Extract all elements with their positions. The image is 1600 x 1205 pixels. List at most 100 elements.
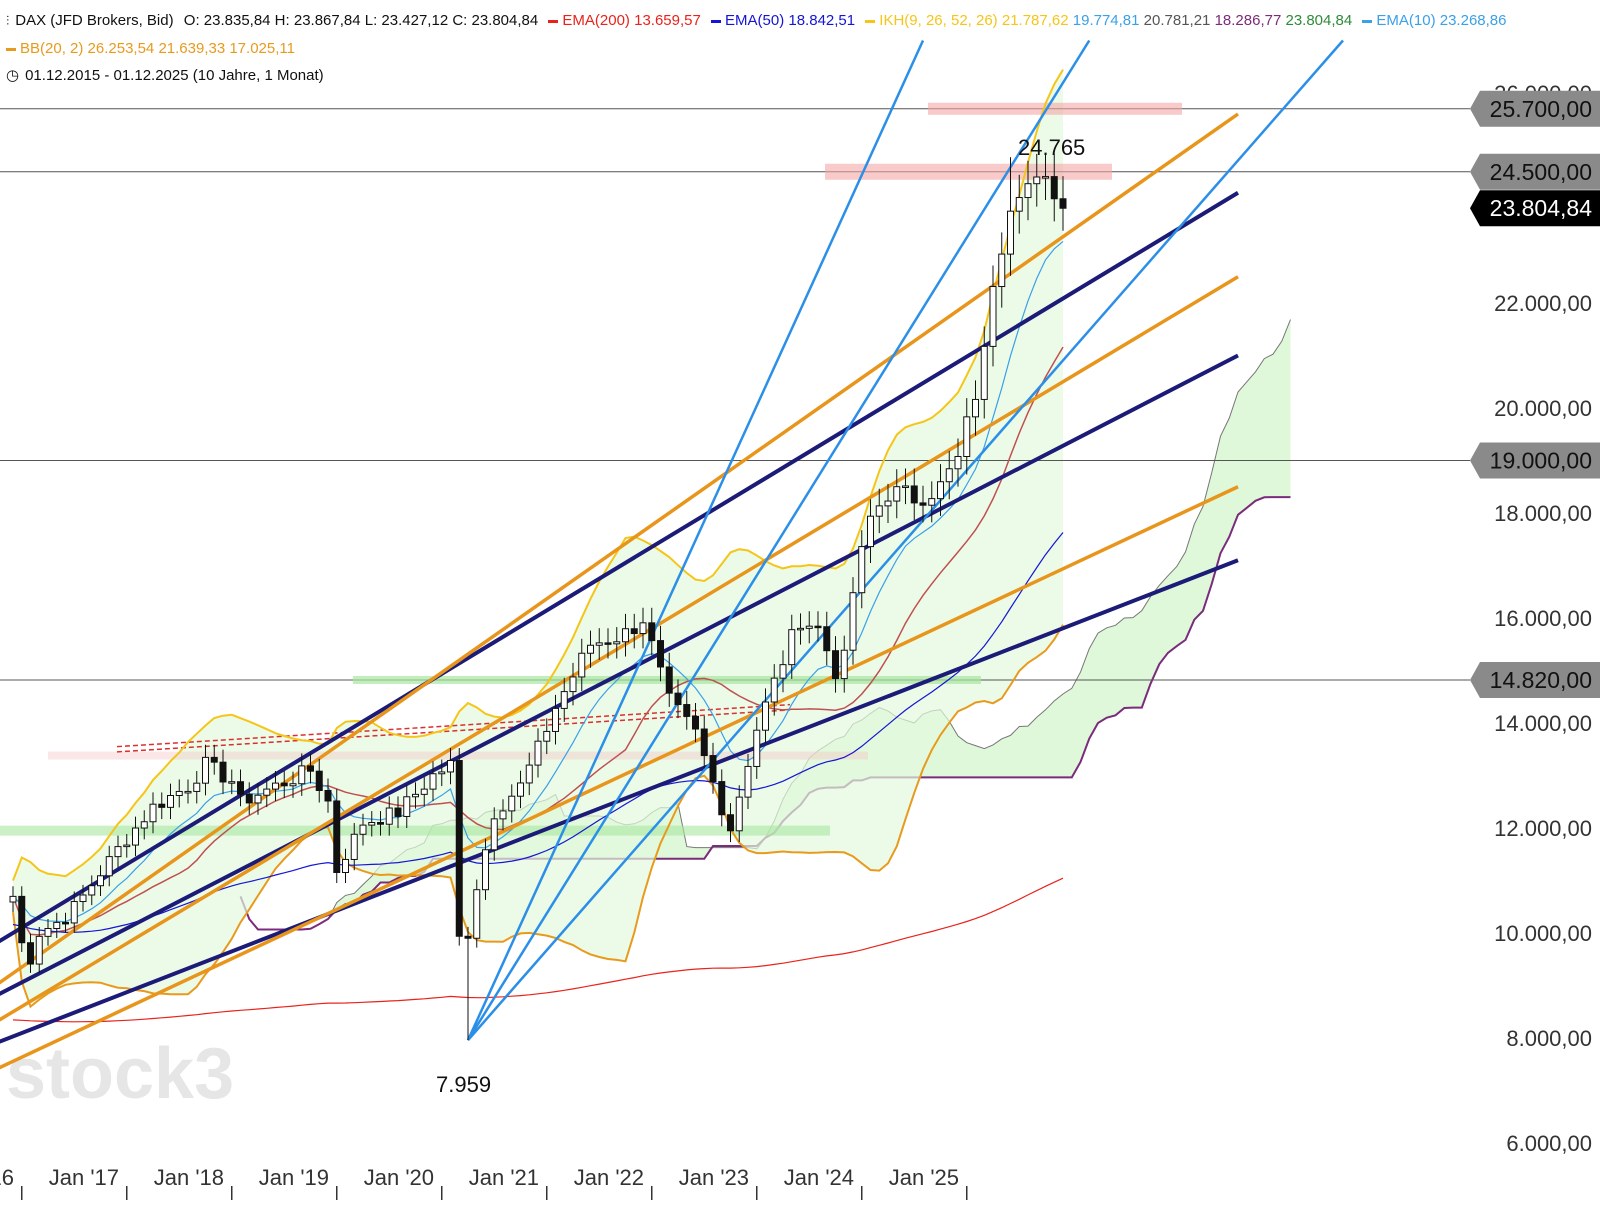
candle-body — [202, 756, 209, 784]
ind-ema50[interactable]: EMA(50) 18.842,51 — [711, 12, 855, 29]
candle-body — [919, 502, 927, 506]
level-tag-1-bg — [1470, 153, 1600, 190]
candle-body — [245, 793, 253, 804]
instrument-label[interactable]: DAX (JFD Brokers, Bid) — [15, 12, 174, 29]
y-tick-label: 18.000,00 — [1494, 501, 1592, 526]
trend-line-7 — [467, 39, 1344, 1041]
level-tag-2-bg — [1470, 442, 1600, 479]
candle-body — [237, 781, 244, 795]
candle-body — [989, 286, 997, 347]
candle-body — [79, 894, 87, 903]
ind-ikh[interactable]: IKH(9, 26, 52, 26) 21.787,62 19.774,81 2… — [865, 12, 1352, 29]
x-tick-label: Jan '16 — [0, 1165, 14, 1190]
candle-body — [385, 807, 393, 825]
candle-body — [937, 481, 944, 500]
candle-body — [482, 849, 489, 891]
candle-body — [210, 756, 218, 763]
candle-body — [832, 650, 839, 680]
candle-body — [18, 895, 26, 944]
level-tag-1-text: 24.500,00 — [1490, 159, 1592, 185]
candle-body — [797, 627, 804, 631]
y-tick-label: 16.000,00 — [1494, 606, 1592, 631]
ohlc-readout: O: 23.835,84 H: 23.867,84 L: 23.427,12 C… — [183, 12, 539, 29]
header-row-3: ◷ 01.12.2015 - 01.12.2025 (10 Jahre, 1 Mo… — [6, 66, 330, 84]
candle-body — [167, 795, 174, 808]
candle-body — [342, 858, 349, 873]
candle-body — [840, 649, 848, 680]
candle-body — [700, 728, 708, 757]
candle-body — [980, 345, 988, 400]
candle-body — [858, 546, 866, 594]
candle-body — [928, 498, 936, 506]
candle-body — [324, 789, 332, 802]
x-tick-label: Jan '20 — [364, 1165, 434, 1190]
candle-body — [814, 625, 822, 629]
candle-body — [184, 790, 192, 794]
candle-body — [1042, 176, 1049, 179]
candle-body — [560, 691, 568, 709]
ind-bb[interactable]: BB(20, 2) 26.253,54 21.639,33 17.025,11 — [6, 40, 295, 57]
header-row-1: ⫶ DAX (JFD Brokers, Bid) O: 23.835,84 H: … — [6, 12, 1512, 29]
support-zone-12000 — [0, 825, 830, 836]
candle-body — [263, 788, 271, 796]
candle-body — [770, 677, 778, 703]
candle-body — [744, 765, 752, 798]
candle-body — [569, 676, 577, 693]
ind-ema200[interactable]: EMA(200) 13.659,57 — [548, 12, 701, 29]
ind-ema10[interactable]: EMA(10) 23.268,86 — [1362, 12, 1506, 29]
candle-body — [665, 666, 673, 694]
bb-upper — [12, 69, 1064, 881]
candle-body — [105, 856, 113, 877]
candle-body — [639, 622, 647, 635]
candle-body — [464, 935, 472, 939]
candle-body — [175, 790, 183, 797]
candle-body — [683, 704, 691, 717]
candle-body — [350, 833, 358, 860]
candle-body — [289, 783, 297, 787]
candle-body — [429, 773, 437, 790]
x-tick-label: Jan '17 — [49, 1165, 119, 1190]
candle-body — [359, 824, 367, 835]
ema50-line — [12, 532, 1064, 934]
last-price-tag-bg — [1470, 190, 1600, 227]
candle-body — [534, 740, 542, 766]
x-tick-label: Jan '24 — [784, 1165, 854, 1190]
candle-body — [193, 782, 201, 792]
candle-body — [272, 782, 279, 790]
candle-body — [893, 486, 901, 502]
candle-body — [228, 781, 236, 784]
candle-body — [867, 515, 874, 548]
candle-body — [963, 416, 971, 458]
candle-body — [727, 814, 734, 832]
candle-body — [972, 398, 979, 418]
candle-body — [692, 715, 699, 730]
candle-body — [44, 928, 52, 937]
y-tick-label: 22.000,00 — [1494, 291, 1592, 316]
candle-body — [508, 795, 516, 812]
candle-body — [490, 818, 498, 851]
candle-body — [613, 641, 621, 645]
candle-body — [114, 846, 122, 858]
level-tag-2-text: 19.000,00 — [1490, 448, 1592, 474]
chart-type-icon[interactable]: ⫶ — [6, 13, 10, 28]
candle-body — [945, 468, 953, 483]
candle-body — [377, 822, 384, 825]
x-tick-label: Jan '19 — [259, 1165, 329, 1190]
y-tick-label: 6.000,00 — [1506, 1131, 1592, 1156]
candle-body — [902, 485, 909, 488]
candle-body — [333, 800, 341, 873]
date-range[interactable]: 01.12.2015 - 01.12.2025 (10 Jahre, 1 Mon… — [25, 67, 324, 84]
candle-body — [762, 701, 769, 731]
candle-body — [254, 794, 262, 804]
candle-body — [709, 755, 717, 783]
candle-body — [499, 810, 507, 820]
candle-body — [123, 844, 131, 848]
candle-body — [884, 500, 892, 507]
level-tag-0-text: 25.700,00 — [1490, 96, 1592, 122]
candle-body — [823, 626, 831, 652]
trend-line-0 — [0, 191, 1240, 944]
resistance-zone-lower — [825, 163, 1112, 180]
clock-icon: ◷ — [6, 67, 20, 84]
x-tick-label: Jan '22 — [574, 1165, 644, 1190]
